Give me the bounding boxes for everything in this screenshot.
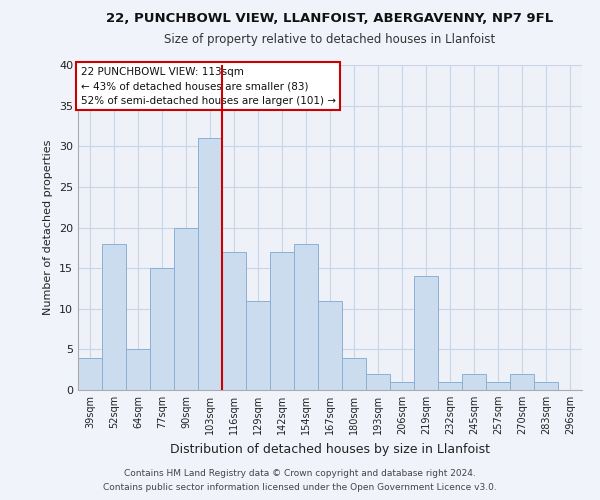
Text: Contains public sector information licensed under the Open Government Licence v3: Contains public sector information licen… <box>103 484 497 492</box>
Bar <box>222 252 246 390</box>
Bar <box>294 244 318 390</box>
Bar <box>78 358 102 390</box>
Bar <box>486 382 510 390</box>
Text: 22, PUNCHBOWL VIEW, LLANFOIST, ABERGAVENNY, NP7 9FL: 22, PUNCHBOWL VIEW, LLANFOIST, ABERGAVEN… <box>106 12 554 26</box>
Bar <box>126 350 150 390</box>
Bar <box>534 382 558 390</box>
Bar <box>414 276 438 390</box>
Y-axis label: Number of detached properties: Number of detached properties <box>43 140 53 315</box>
Bar <box>462 374 486 390</box>
Bar <box>198 138 222 390</box>
Bar <box>318 300 342 390</box>
Text: Size of property relative to detached houses in Llanfoist: Size of property relative to detached ho… <box>164 32 496 46</box>
Bar <box>174 228 198 390</box>
Bar <box>438 382 462 390</box>
Bar <box>510 374 534 390</box>
Bar <box>390 382 414 390</box>
Bar <box>270 252 294 390</box>
Text: Contains HM Land Registry data © Crown copyright and database right 2024.: Contains HM Land Registry data © Crown c… <box>124 468 476 477</box>
Bar <box>246 300 270 390</box>
Bar <box>342 358 366 390</box>
Bar <box>150 268 174 390</box>
Bar <box>366 374 390 390</box>
Bar <box>102 244 126 390</box>
Text: 22 PUNCHBOWL VIEW: 113sqm
← 43% of detached houses are smaller (83)
52% of semi-: 22 PUNCHBOWL VIEW: 113sqm ← 43% of detac… <box>80 66 335 106</box>
X-axis label: Distribution of detached houses by size in Llanfoist: Distribution of detached houses by size … <box>170 442 490 456</box>
